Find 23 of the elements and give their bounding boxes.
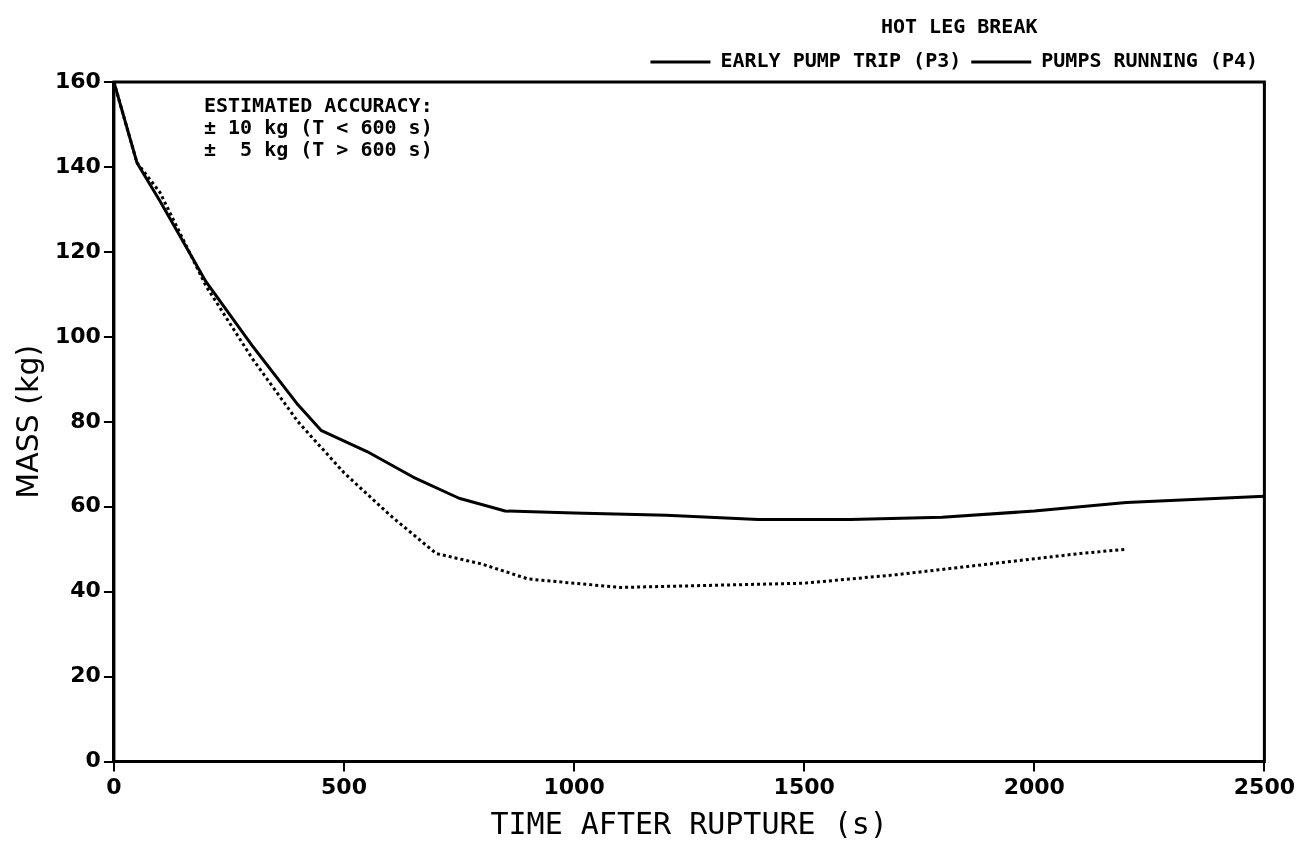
- y-tick-label: 140: [54, 152, 101, 178]
- annotation: ESTIMATED ACCURACY:: [203, 93, 433, 118]
- x-tick-label: 1000: [543, 773, 605, 799]
- x-tick-label: 0: [106, 773, 122, 799]
- y-axis-title: MASS (kg): [9, 344, 45, 499]
- x-tick-label: 2500: [1233, 773, 1295, 799]
- legend-label: EARLY PUMP TRIP (P3): [720, 48, 962, 73]
- y-tick-label: 120: [54, 237, 101, 263]
- y-tick-label: 60: [70, 492, 101, 518]
- x-axis-title: TIME AFTER RUPTURE (s): [490, 805, 888, 841]
- y-tick-label: 20: [70, 662, 101, 688]
- x-tick-label: 1500: [773, 773, 835, 799]
- y-tick-label: 0: [85, 747, 101, 773]
- x-tick-label: 2000: [1003, 773, 1065, 799]
- legend-label: PUMPS RUNNING (P4): [1041, 48, 1259, 73]
- y-tick-label: 80: [70, 407, 101, 433]
- x-tick-label: 500: [321, 773, 367, 799]
- legend-title: HOT LEG BREAK: [880, 14, 1038, 39]
- annotation: ± 5 kg (T > 600 s): [203, 137, 433, 162]
- y-tick-label: 100: [54, 322, 101, 348]
- annotation: ± 10 kg (T < 600 s): [203, 115, 433, 140]
- y-tick-label: 160: [54, 67, 101, 93]
- y-tick-label: 40: [70, 577, 101, 603]
